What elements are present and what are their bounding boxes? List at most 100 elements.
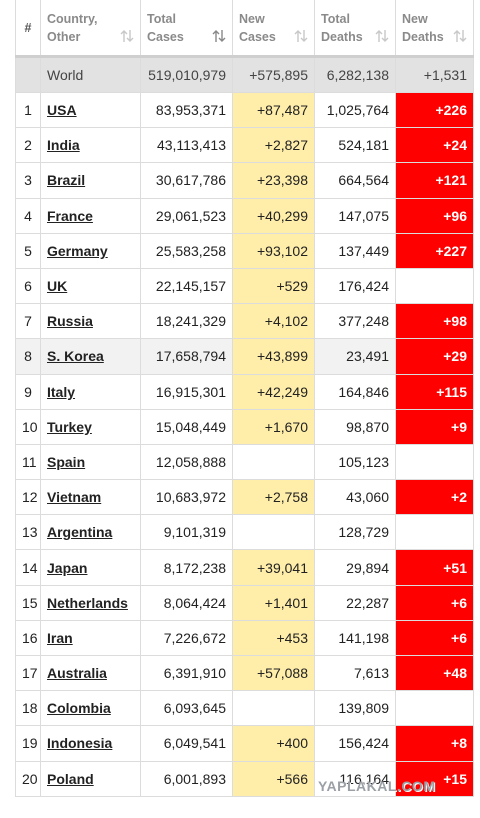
country-link[interactable]: Italy <box>40 373 141 410</box>
total-deaths: 139,809 <box>314 690 396 727</box>
sort-icon[interactable] <box>375 29 389 43</box>
country-row: 11 Spain 12,058,888 105,123 <box>15 443 474 481</box>
new-cases: +23,398 <box>232 162 315 199</box>
country-link[interactable]: Argentina <box>40 514 141 551</box>
header-row: # Country, Other Total Cases New Cases Total… <box>15 0 474 58</box>
new-deaths: +8 <box>395 725 474 762</box>
new-deaths <box>395 267 474 305</box>
total-cases: 12,058,888 <box>140 443 233 481</box>
column-header[interactable]: New Cases <box>232 0 315 58</box>
sort-icon[interactable] <box>453 29 467 43</box>
covid-table: # Country, Other Total Cases New Cases Total… <box>15 0 474 797</box>
country-link[interactable]: Australia <box>40 654 141 692</box>
country: World <box>40 56 141 93</box>
world-row: World 519,010,979 +575,895 6,282,138 +1,531 <box>15 56 474 93</box>
sort-icon[interactable] <box>212 29 226 43</box>
country-link[interactable]: Poland <box>40 760 141 797</box>
country-link[interactable]: Colombia <box>40 690 141 727</box>
country-link[interactable]: Spain <box>40 443 141 481</box>
total-deaths: 1,025,764 <box>314 91 396 129</box>
country-link[interactable]: Netherlands <box>40 584 141 621</box>
new-deaths: +24 <box>395 127 474 164</box>
sort-icon[interactable] <box>120 29 134 43</box>
country-link[interactable]: Vietnam <box>40 479 141 516</box>
total-cases: 18,241,329 <box>140 303 233 340</box>
country-link[interactable]: S. Korea <box>40 338 141 375</box>
column-header[interactable]: Total Deaths <box>314 0 396 58</box>
new-cases: +400 <box>232 725 315 762</box>
new-deaths: +121 <box>395 162 474 199</box>
new-deaths: +227 <box>395 232 474 269</box>
total-deaths: 664,564 <box>314 162 396 199</box>
total-cases: 8,172,238 <box>140 549 233 586</box>
new-cases <box>232 690 315 727</box>
table-body: World 519,010,979 +575,895 6,282,138 +1,531 1… <box>15 56 474 797</box>
country-link[interactable]: France <box>40 197 141 234</box>
total-cases: 30,617,786 <box>140 162 233 199</box>
rank: 10 <box>15 408 41 445</box>
country-link[interactable]: USA <box>40 91 141 129</box>
total-cases: 10,683,972 <box>140 479 233 516</box>
total-deaths: 147,075 <box>314 197 396 234</box>
new-cases: +1,670 <box>232 408 315 445</box>
new-cases <box>232 443 315 481</box>
new-cases: +566 <box>232 760 315 797</box>
new-cases: +93,102 <box>232 232 315 269</box>
total-deaths: 29,894 <box>314 549 396 586</box>
column-header[interactable]: New Deaths <box>395 0 474 58</box>
country-link[interactable]: Turkey <box>40 408 141 445</box>
new-cases: +529 <box>232 267 315 305</box>
rank <box>15 56 41 93</box>
new-deaths: +15 <box>395 760 474 797</box>
rank: 7 <box>15 303 41 340</box>
new-deaths: +48 <box>395 654 474 692</box>
country-link[interactable]: Japan <box>40 549 141 586</box>
country-row: 15 Netherlands 8,064,424 +1,401 22,287 +6 <box>15 584 474 621</box>
new-deaths: +6 <box>395 584 474 621</box>
column-header[interactable]: Country, Other <box>40 0 141 58</box>
total-cases: 25,583,258 <box>140 232 233 269</box>
country-row: 1 USA 83,953,371 +87,487 1,025,764 +226 <box>15 91 474 129</box>
rank: 12 <box>15 479 41 516</box>
column-header[interactable]: Total Cases <box>140 0 233 58</box>
total-deaths: 176,424 <box>314 267 396 305</box>
total-cases: 7,226,672 <box>140 619 233 657</box>
new-cases: +2,827 <box>232 127 315 164</box>
country-link[interactable]: Brazil <box>40 162 141 199</box>
country-link[interactable]: Germany <box>40 232 141 269</box>
new-cases <box>232 514 315 551</box>
number: 6,282,138 <box>314 56 396 93</box>
country-row: 14 Japan 8,172,238 +39,041 29,894 +51 <box>15 549 474 586</box>
new-cases: +40,299 <box>232 197 315 234</box>
country-row: 16 Iran 7,226,672 +453 141,198 +6 <box>15 619 474 657</box>
rank: 9 <box>15 373 41 410</box>
total-cases: 16,915,301 <box>140 373 233 410</box>
total-deaths: 128,729 <box>314 514 396 551</box>
total-cases: 6,093,645 <box>140 690 233 727</box>
rank: 17 <box>15 654 41 692</box>
total-deaths: 22,287 <box>314 584 396 621</box>
country-link[interactable]: Indonesia <box>40 725 141 762</box>
total-deaths: 377,248 <box>314 303 396 340</box>
number: +575,895 <box>232 56 315 93</box>
country-row: 2 India 43,113,413 +2,827 524,181 +24 <box>15 127 474 164</box>
new-cases: +87,487 <box>232 91 315 129</box>
watermark: YAPLAKAL.COM <box>318 778 436 794</box>
country-row: 3 Brazil 30,617,786 +23,398 664,564 +121 <box>15 162 474 199</box>
sort-icon[interactable] <box>294 29 308 43</box>
country-row: 8 S. Korea 17,658,794 +43,899 23,491 +29 <box>15 338 474 375</box>
total-cases: 8,064,424 <box>140 584 233 621</box>
country-link[interactable]: Iran <box>40 619 141 657</box>
country-link[interactable]: India <box>40 127 141 164</box>
rank: 4 <box>15 197 41 234</box>
total-deaths: 116,164 <box>314 760 396 797</box>
total-deaths: 23,491 <box>314 338 396 375</box>
country-row: 17 Australia 6,391,910 +57,088 7,613 +48 <box>15 654 474 692</box>
new-deaths: +96 <box>395 197 474 234</box>
new-deaths: +98 <box>395 303 474 340</box>
country-link[interactable]: UK <box>40 267 141 305</box>
total-cases: 9,101,319 <box>140 514 233 551</box>
country-link[interactable]: Russia <box>40 303 141 340</box>
total-cases: 6,391,910 <box>140 654 233 692</box>
